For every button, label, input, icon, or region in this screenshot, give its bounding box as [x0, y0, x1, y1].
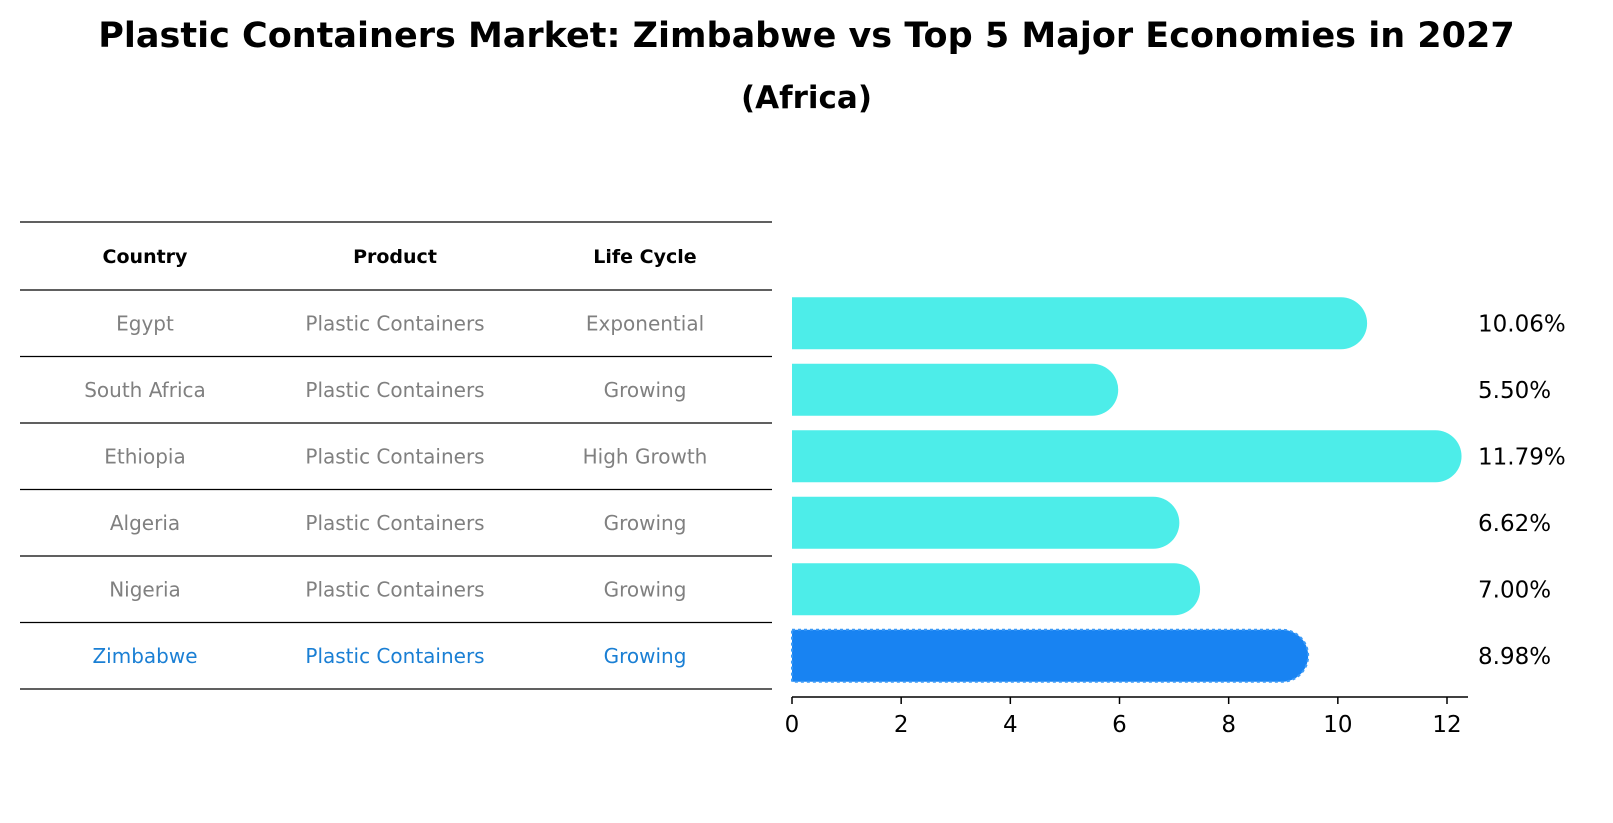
table-cell-product: Plastic Containers: [305, 444, 484, 468]
x-tick-label: 4: [1003, 712, 1018, 738]
x-tick-label: 0: [785, 712, 800, 738]
table-cell-country: Ethiopia: [104, 444, 185, 468]
table-cell-country: Nigeria: [109, 577, 181, 601]
x-tick-label: 2: [894, 712, 909, 738]
header-life-cycle: Life Cycle: [593, 246, 696, 268]
table-cell-product: Plastic Containers: [305, 577, 484, 601]
bar-egypt: [792, 297, 1368, 350]
table-cell-country: South Africa: [84, 378, 206, 402]
table-cell-country: Zimbabwe: [92, 644, 197, 668]
table-cell-country: Algeria: [110, 511, 180, 535]
table-cell-product: Plastic Containers: [305, 511, 484, 535]
table-cell-life-cycle: Growing: [604, 378, 687, 402]
value-label: 10.06%: [1478, 311, 1566, 337]
x-tick-label: 6: [1112, 712, 1127, 738]
value-label: 7.00%: [1478, 577, 1551, 603]
x-tick-label: 10: [1323, 712, 1352, 738]
table-cell-country: Egypt: [116, 311, 174, 335]
x-tick-label: 12: [1432, 712, 1461, 738]
chart-title: Plastic Containers Market: Zimbabwe vs T…: [98, 16, 1515, 56]
bar-nigeria: [792, 563, 1201, 616]
value-label: 5.50%: [1478, 378, 1551, 404]
value-label: 11.79%: [1478, 444, 1566, 470]
table-cell-life-cycle: Growing: [604, 644, 687, 668]
table-cell-product: Plastic Containers: [305, 644, 484, 668]
table-cell-product: Plastic Containers: [305, 311, 484, 335]
table-cell-life-cycle: Exponential: [586, 311, 704, 335]
bar-south-africa: [792, 363, 1119, 416]
chart-subtitle: (Africa): [740, 80, 873, 116]
bar-ethiopia: [792, 430, 1462, 483]
table-cell-product: Plastic Containers: [305, 378, 484, 402]
bar-zimbabwe: [791, 628, 1310, 683]
table-cell-life-cycle: Growing: [604, 577, 687, 601]
value-label: 8.98%: [1478, 644, 1551, 670]
x-tick-label: 8: [1221, 712, 1236, 738]
header-product: Product: [353, 246, 437, 268]
header-country: Country: [103, 246, 189, 268]
table-cell-life-cycle: High Growth: [583, 444, 708, 468]
table-cell-life-cycle: Growing: [604, 511, 687, 535]
value-label: 6.62%: [1478, 511, 1551, 537]
bar-algeria: [792, 496, 1180, 549]
